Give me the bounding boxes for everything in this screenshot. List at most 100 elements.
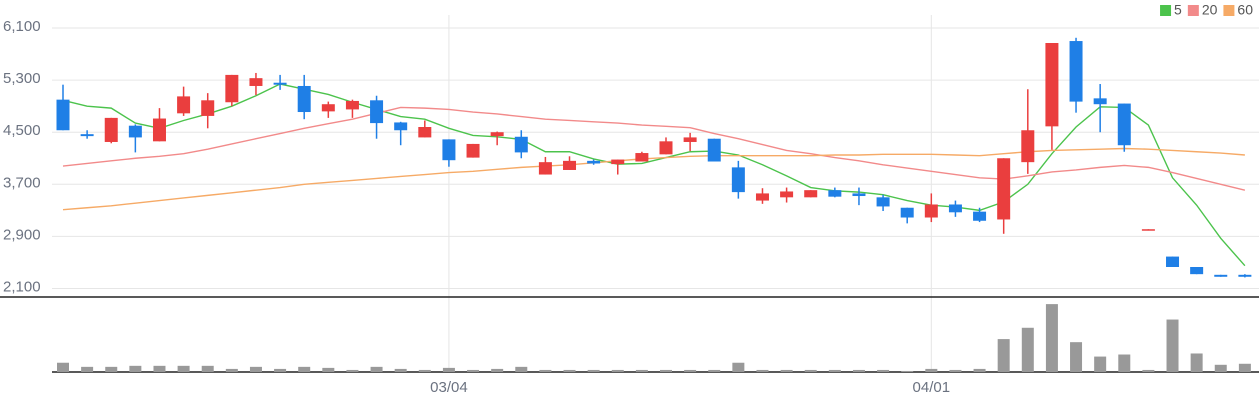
- volume-bar: [177, 365, 190, 372]
- volume-bar: [563, 369, 576, 372]
- volume-bar: [949, 369, 962, 372]
- candle-body: [538, 162, 552, 175]
- volume-bar: [1118, 354, 1131, 372]
- candle-body: [973, 211, 987, 221]
- candle-body: [442, 139, 456, 161]
- volume-bar: [1070, 342, 1083, 372]
- volume-bar: [1214, 364, 1227, 372]
- candle-body: [683, 137, 697, 142]
- candle-body: [321, 104, 335, 112]
- candle-body: [80, 134, 94, 137]
- ma-line: [62, 147, 1245, 211]
- candle-body: [707, 138, 721, 162]
- candle-body: [1093, 98, 1107, 105]
- candle-body: [104, 117, 118, 142]
- legend-label: 20: [1202, 2, 1218, 18]
- volume-bar: [660, 369, 672, 372]
- candle-body: [948, 204, 962, 213]
- volume-bar: [515, 366, 528, 372]
- volume-bar: [81, 366, 94, 372]
- volume-bar: [684, 369, 697, 372]
- volume-bar: [1045, 304, 1058, 372]
- volume-bar: [1166, 319, 1179, 372]
- candle-body: [490, 132, 504, 137]
- y-tick-label: 3,700: [3, 174, 41, 191]
- candle-body: [780, 191, 794, 198]
- candle-body: [1045, 43, 1059, 127]
- y-tick-label: 5,300: [3, 70, 41, 87]
- candle-body: [804, 190, 818, 198]
- volume-bar: [225, 368, 238, 372]
- volume-bar: [442, 367, 455, 372]
- volume-bar: [491, 368, 504, 372]
- volume-bar: [370, 366, 383, 372]
- legend-label: 60: [1237, 2, 1253, 18]
- candle-body: [731, 167, 745, 193]
- volume-bar: [1238, 363, 1251, 372]
- candle-body: [563, 160, 577, 170]
- legend-swatch: [1223, 5, 1235, 16]
- volume-bar: [153, 365, 166, 372]
- candle-body: [587, 160, 601, 164]
- y-tick-label: 2,100: [3, 278, 41, 295]
- y-tick-label: 6,100: [3, 18, 41, 35]
- candle-body: [635, 153, 649, 162]
- candle-body: [1021, 130, 1035, 163]
- candle-body: [297, 85, 311, 113]
- legend-label: 5: [1174, 2, 1182, 18]
- candle-body: [56, 99, 70, 131]
- candle-body: [370, 100, 384, 124]
- candle-body: [225, 74, 239, 103]
- candle-body: [249, 78, 263, 86]
- candle-body: [152, 118, 166, 142]
- volume-bar: [708, 369, 721, 372]
- x-tick-label: 03/04: [430, 379, 468, 396]
- volume-bar: [901, 370, 914, 372]
- candle-body: [128, 125, 142, 138]
- candle-body: [1214, 274, 1228, 277]
- candle-body: [1238, 274, 1252, 277]
- legend-swatch: [1187, 5, 1199, 16]
- volume-bar: [322, 367, 335, 372]
- candle-body: [997, 158, 1011, 220]
- volume-bar: [1094, 356, 1107, 372]
- candle-body: [514, 136, 528, 153]
- volume-bar: [852, 369, 865, 372]
- candle-body: [345, 100, 359, 110]
- candle-body: [1166, 256, 1180, 267]
- candle-body: [201, 100, 215, 116]
- volume-bar: [1021, 327, 1034, 372]
- volume-bar: [1190, 353, 1203, 372]
- candle-body: [1117, 103, 1131, 146]
- candle-body: [273, 82, 287, 85]
- volume-bar: [804, 369, 817, 372]
- volume-bar: [129, 365, 142, 372]
- volume-bar: [997, 339, 1010, 372]
- candle-body: [611, 159, 625, 165]
- ma-line: [62, 106, 1246, 191]
- volume-bar: [780, 369, 793, 372]
- volume-bar: [828, 369, 841, 372]
- volume-bar: [274, 368, 287, 372]
- ma-line: [62, 83, 1246, 267]
- candle-body: [394, 122, 408, 131]
- candle-body: [924, 204, 938, 218]
- candle-body: [900, 207, 914, 218]
- volume-bar: [539, 369, 552, 372]
- candle-body: [1190, 267, 1204, 275]
- volume-bar: [298, 366, 311, 372]
- candle-body: [418, 127, 432, 138]
- volume-bar: [418, 369, 431, 372]
- volume-bar: [105, 366, 118, 372]
- volume-bar: [346, 369, 359, 372]
- y-tick-label: 2,900: [3, 226, 41, 243]
- volume-bar: [877, 369, 890, 372]
- volume-bar: [201, 365, 214, 372]
- candle-body: [876, 197, 890, 207]
- volume-bar: [1142, 369, 1155, 372]
- volume-bar: [394, 368, 407, 372]
- volume-bar: [973, 368, 986, 372]
- volume-bar: [925, 368, 938, 372]
- candle-body: [828, 190, 842, 197]
